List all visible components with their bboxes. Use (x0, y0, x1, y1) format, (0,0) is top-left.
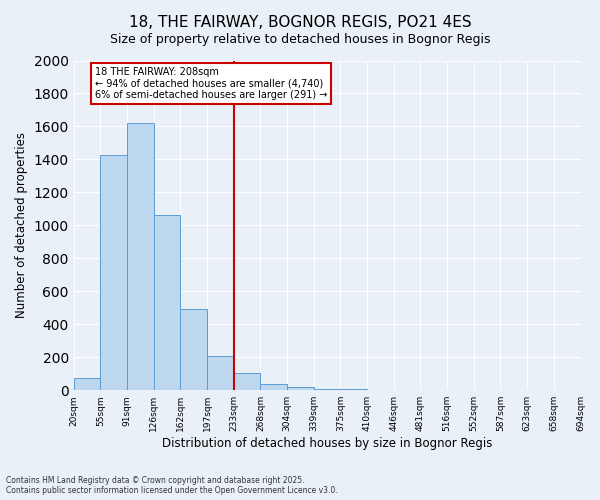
Bar (207, 356, 234, 390)
Y-axis label: Number of detached properties: Number of detached properties (15, 132, 28, 318)
Bar (314, 388, 340, 390)
Bar (287, 387, 314, 390)
Bar (127, 123, 154, 390)
Bar (154, 216, 181, 390)
Text: 18 THE FAIRWAY: 208sqm
← 94% of detached houses are smaller (4,740)
6% of semi-d: 18 THE FAIRWAY: 208sqm ← 94% of detached… (95, 67, 328, 100)
Text: 18, THE FAIRWAY, BOGNOR REGIS, PO21 4ES: 18, THE FAIRWAY, BOGNOR REGIS, PO21 4ES (128, 15, 472, 30)
Bar (74, 378, 100, 390)
Bar (234, 373, 260, 390)
Text: Size of property relative to detached houses in Bognor Regis: Size of property relative to detached ho… (110, 32, 490, 46)
Bar (100, 156, 127, 390)
X-axis label: Distribution of detached houses by size in Bognor Regis: Distribution of detached houses by size … (162, 437, 492, 450)
Text: Contains HM Land Registry data © Crown copyright and database right 2025.
Contai: Contains HM Land Registry data © Crown c… (6, 476, 338, 495)
Bar (181, 310, 207, 390)
Bar (260, 384, 287, 390)
